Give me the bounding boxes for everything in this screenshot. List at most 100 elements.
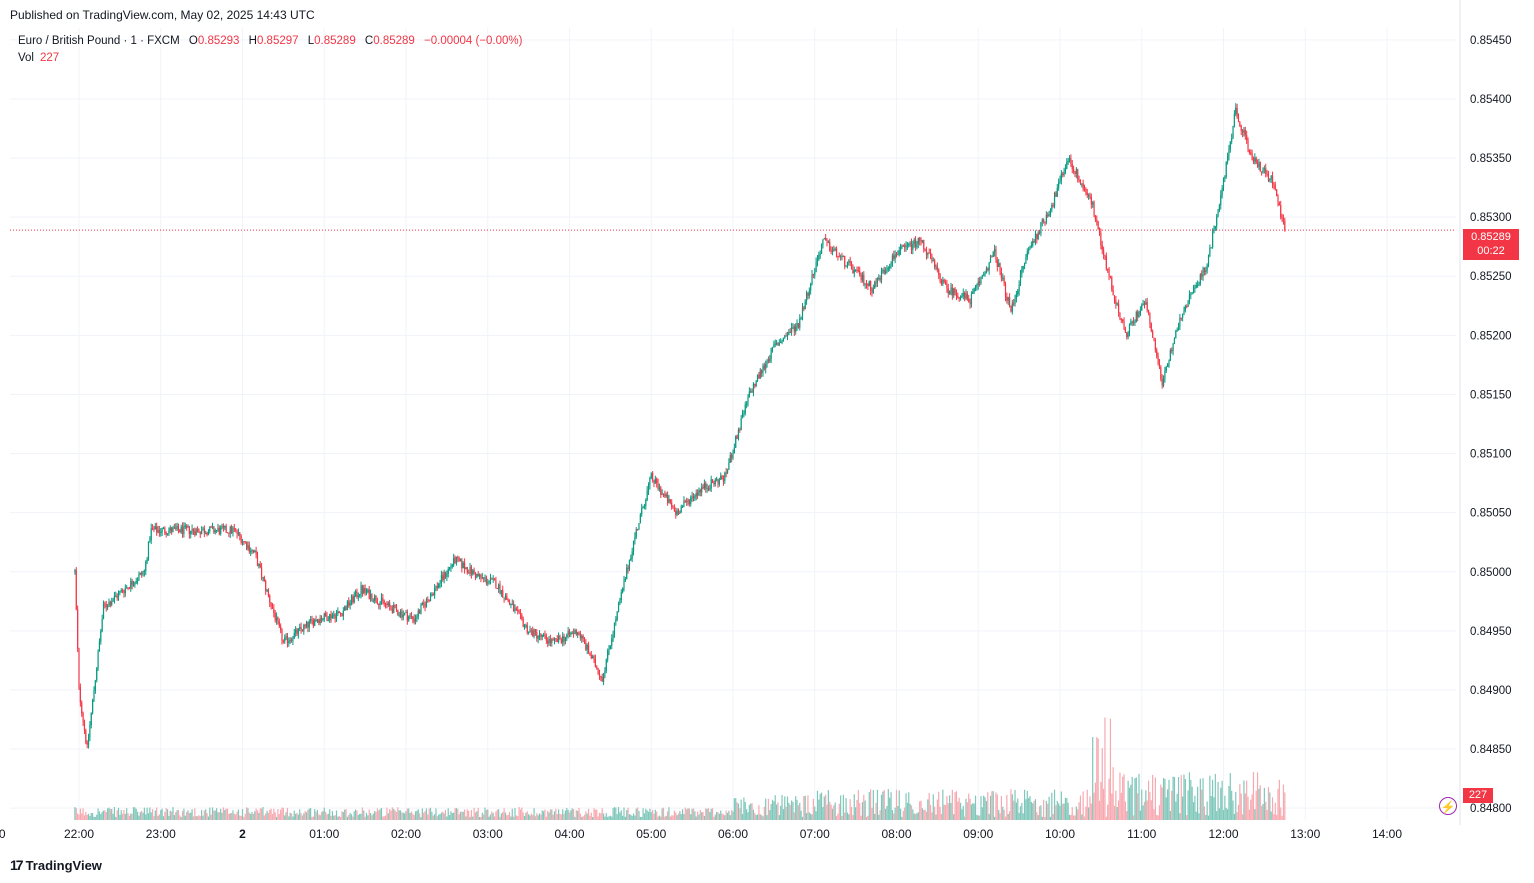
volume-bar	[643, 813, 646, 820]
candle-body	[199, 532, 201, 535]
lightning-icon[interactable]: ⚡	[1439, 797, 1457, 815]
candle-body	[305, 621, 308, 626]
volume-bar	[1111, 793, 1113, 820]
candle-body	[158, 530, 160, 533]
volume-bar	[564, 810, 567, 820]
volume-bar	[1161, 787, 1163, 820]
volume-bar	[305, 812, 308, 820]
candle-body	[498, 584, 500, 589]
candle-body	[1231, 138, 1233, 142]
candle-body	[611, 638, 613, 646]
candle-body	[840, 256, 842, 258]
candle-body	[192, 529, 195, 532]
candle-body	[890, 264, 892, 267]
candle-body	[376, 601, 378, 604]
volume-bar	[609, 815, 611, 820]
volume-bar	[352, 816, 354, 820]
volume-bar	[522, 812, 524, 820]
volume-bar	[533, 808, 535, 820]
volume-bar	[880, 794, 883, 820]
candle-body	[863, 274, 865, 285]
volume-bar	[1256, 772, 1259, 820]
volume-bar	[841, 815, 843, 820]
volume-bar	[953, 814, 955, 820]
volume-bar	[1270, 811, 1272, 820]
volume-bar	[814, 806, 816, 820]
candle-body	[1259, 162, 1261, 172]
candle-body	[755, 381, 757, 386]
candle-body	[371, 593, 373, 601]
volume-bar	[831, 808, 834, 820]
candle-body	[397, 609, 399, 615]
symbol-name[interactable]: Euro / British Pound · 1 · FXCM	[18, 35, 180, 47]
candle-body	[1104, 254, 1106, 257]
volume-bar	[676, 815, 678, 820]
volume-bar	[526, 811, 528, 820]
volume-bar	[337, 816, 339, 820]
candle-body	[443, 572, 445, 580]
volume-bar	[1229, 773, 1231, 820]
candle-body	[793, 326, 795, 332]
candle-body	[89, 725, 91, 738]
candle-body	[250, 551, 252, 553]
candle-body	[835, 248, 838, 256]
volume-bar	[1131, 776, 1133, 820]
candle-body	[661, 493, 663, 495]
volume-bar	[1077, 809, 1079, 820]
y-tick-label: 0.84900	[1470, 685, 1512, 697]
candle-body	[683, 500, 685, 507]
volume-bar	[947, 803, 949, 820]
candle-body	[996, 260, 998, 267]
volume-bar	[166, 809, 169, 820]
volume-bar	[716, 811, 718, 820]
candle-body	[980, 277, 982, 284]
candle-body	[642, 507, 644, 509]
candle-body	[849, 261, 851, 263]
tradingview-logo[interactable]: 17 TradingView	[10, 857, 102, 873]
volume-bar	[718, 813, 720, 820]
volume-bar	[596, 809, 598, 820]
candle-body	[880, 271, 883, 281]
volume-bar	[196, 816, 199, 820]
candle-body	[816, 259, 819, 263]
volume-bar	[169, 810, 171, 820]
candle-body	[1109, 275, 1112, 278]
candle-body	[1015, 294, 1017, 300]
candle-body	[556, 639, 558, 642]
volume-bar	[186, 812, 188, 820]
candle-body	[83, 721, 86, 731]
current-volume-tag: 227	[1463, 788, 1493, 803]
volume-bar	[434, 814, 436, 820]
candle-body	[350, 596, 353, 603]
candle-body	[944, 281, 947, 284]
volume-bar	[465, 816, 467, 820]
candle-body	[1184, 306, 1186, 311]
volume-label[interactable]: Vol	[18, 52, 34, 64]
candle-body	[672, 506, 674, 509]
candle-body	[643, 506, 646, 508]
candle-body	[928, 252, 930, 254]
candle-body	[602, 674, 605, 682]
candle-body	[206, 533, 208, 535]
candle-body	[1002, 277, 1004, 279]
candle-body	[748, 391, 750, 397]
candle-body	[953, 288, 955, 296]
volume-bar	[510, 816, 512, 820]
volume-bar	[751, 803, 753, 820]
candle-body	[1143, 303, 1146, 305]
volume-bar	[559, 813, 561, 820]
volume-bar	[356, 810, 358, 820]
candle-body	[1265, 168, 1267, 174]
volume-bar	[923, 809, 925, 820]
volume-bar	[102, 810, 105, 820]
candle-body	[275, 616, 278, 621]
volume-bar	[1203, 806, 1206, 820]
volume-bar	[478, 816, 481, 820]
volume-bar	[537, 815, 539, 820]
candle-body	[96, 668, 98, 681]
candle-body	[581, 635, 583, 639]
volume-bar	[759, 814, 761, 820]
volume-bar	[141, 810, 143, 820]
volume-bar	[265, 813, 267, 820]
